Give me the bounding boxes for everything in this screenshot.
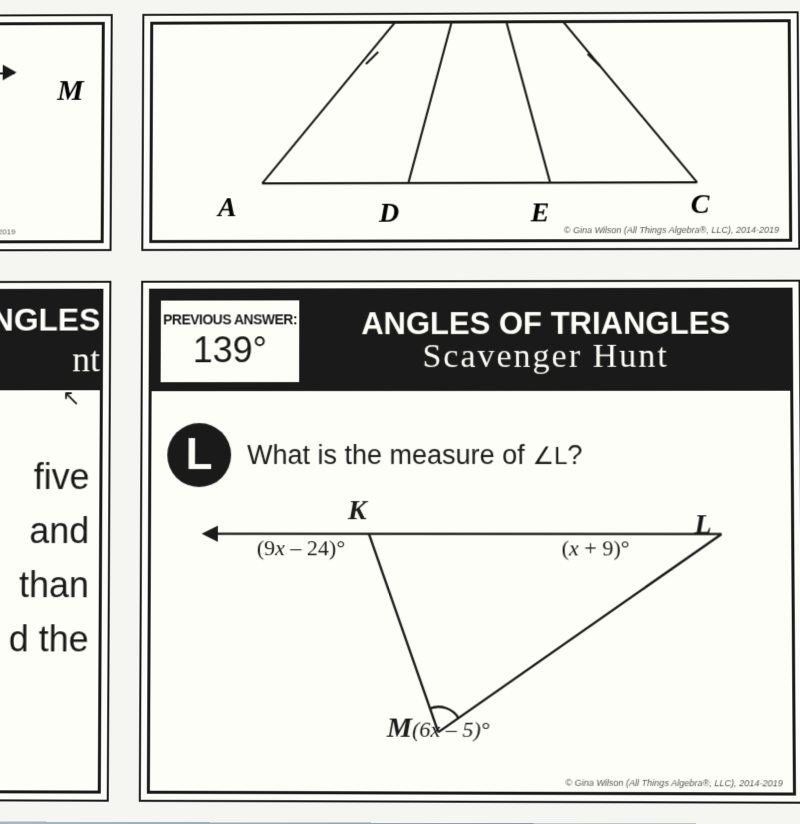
text-line: and (0, 504, 89, 558)
card-header: PREVIOUS ANSWER: 139° ANGLES OF TRIANGLE… (152, 291, 791, 392)
letter-badge: L (167, 423, 231, 487)
question-text: What is the measure of ∠L? (247, 439, 582, 470)
question-suffix: ? (567, 439, 582, 469)
card-main: PREVIOUS ANSWER: 139° ANGLES OF TRIANGLE… (139, 280, 800, 804)
card-top-left-inner: M Algebra®, LLC), 2014-2019 (0, 22, 105, 244)
vertex-label-a: A (218, 192, 237, 224)
card-bottom-left: NGLES nt five and than d the (0, 281, 111, 802)
angle-symbol: ∠L (532, 442, 567, 469)
previous-answer-label: PREVIOUS ANSWER: (163, 311, 297, 327)
card-main-inner: PREVIOUS ANSWER: 139° ANGLES OF TRIANGLE… (147, 288, 796, 796)
expression-l: (x + 9)° (562, 535, 630, 561)
previous-answer-box: PREVIOUS ANSWER: 139° (158, 297, 303, 385)
title-sub: Scavenger Hunt (422, 338, 669, 376)
question-prefix: What is the measure of (247, 439, 532, 469)
expression-k: (9x – 24)° (257, 535, 345, 561)
title-main: ANGLES OF TRIANGLES (361, 306, 730, 342)
vertex-label-m: M(6x – 5)° (387, 712, 490, 745)
card-top-left: M Algebra®, LLC), 2014-2019 (0, 14, 113, 251)
title-block: ANGLES OF TRIANGLES Scavenger Hunt (302, 291, 790, 391)
previous-answer-value: 139° (193, 329, 267, 371)
text-line: d the (0, 612, 89, 666)
copyright-text: Algebra®, LLC), 2014-2019 (0, 227, 15, 236)
vertex-label-d: D (379, 198, 399, 230)
text-line: than (0, 558, 89, 612)
vertex-label-k: K (348, 495, 367, 527)
vertex-label-l: L (694, 509, 711, 541)
ray-arrow-icon (3, 65, 17, 81)
card-bottom-left-inner: NGLES nt five and than d the (0, 289, 103, 794)
vertex-label-e: E (531, 197, 550, 229)
vertex-label-m: M (57, 74, 84, 108)
question-text-fragment: five and than d the (0, 390, 100, 676)
card-grid: M Algebra®, LLC), 2014-2019 (0, 11, 800, 803)
triangle-diagram: K L M(6x – 5)° (9x – 24)° (x + 9)° (150, 491, 793, 792)
card-top-right: A D E C © Gina Wilson (All Things Algebr… (141, 11, 800, 251)
vertex-label-c: C (691, 189, 710, 221)
page-background: M Algebra®, LLC), 2014-2019 (0, 1, 800, 803)
title-fragment: NGLES (0, 302, 100, 339)
worksheet-page: M Algebra®, LLC), 2014-2019 (0, 0, 800, 824)
copyright-text: © Gina Wilson (All Things Algebra®, LLC)… (565, 778, 782, 789)
text-line: five (0, 450, 90, 504)
copyright-text: © Gina Wilson (All Things Algebra®, LLC)… (564, 225, 779, 235)
subtitle-fragment: nt (0, 338, 100, 380)
card-header-partial: NGLES nt (0, 292, 100, 391)
question-row: L What is the measure of ∠L? (151, 411, 791, 491)
top-right-diagram: A D E C © Gina Wilson (All Things Algebr… (149, 19, 792, 243)
cursor-icon: ↖ (62, 385, 790, 411)
